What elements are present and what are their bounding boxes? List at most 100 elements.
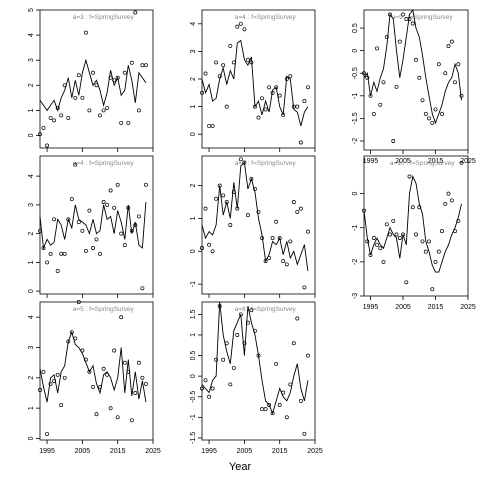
panel-frame [201,301,316,441]
data-point [136,214,141,219]
y-tick-label: 1 [28,260,35,264]
data-point [371,111,376,116]
data-point [94,237,99,242]
y-tick-label: -0.5 [352,67,359,79]
data-point [214,357,219,362]
data-point [94,83,99,88]
fitted-line [201,39,309,127]
x-tick-label: 1995 [363,158,379,165]
data-point [446,191,451,196]
panel-strip-label: a=4 : f=SpringSurvey [73,160,135,167]
data-point [443,201,448,206]
data-point [449,198,454,203]
data-point [221,357,226,362]
data-point [427,116,431,121]
data-point [381,80,386,85]
data-point [449,39,454,44]
y-tick-label: 2 [190,184,197,188]
data-point [231,365,236,370]
y-tick-label: -0.5 [190,391,197,403]
fitted-line [39,330,147,403]
data-point [381,259,386,264]
panel-frame [201,155,316,295]
y-tick-label: 2 [28,83,35,87]
panel-frame [39,301,154,441]
data-point [210,249,215,254]
data-point [453,80,457,85]
data-point [200,246,204,250]
data-point [108,75,113,80]
y-tick-label: 4 [28,315,35,319]
data-point [281,390,286,395]
data-point [420,98,425,103]
data-point [55,105,60,110]
data-point [295,209,300,214]
y-tick-label: 4 [28,33,35,37]
data-point [41,246,46,250]
data-point [112,78,117,83]
data-point [440,111,444,116]
fitted-line [39,201,147,250]
data-point [80,95,85,100]
data-point [414,57,418,62]
data-point [267,255,272,260]
data-point [203,206,208,211]
y-tick-label: 0 [28,133,35,137]
panels-group: a=3 : f=SpringSurvey 0 1 2 3 4 5 a=4 : f=Spring… [28,8,476,455]
data-point [362,208,366,213]
data-point [119,120,124,125]
data-point [256,353,261,358]
x-tick-label: 2015 [428,304,444,311]
data-point [456,62,461,67]
data-point [368,253,373,257]
data-point [221,193,226,198]
data-point [73,95,78,100]
y-tick-label: 0 [352,49,359,53]
data-point [112,348,117,353]
data-point [203,378,208,383]
data-point [76,220,81,225]
y-tick-label: 1 [190,216,197,220]
data-point [284,415,289,420]
data-point [80,228,85,233]
data-point [136,108,141,113]
data-point [235,24,240,29]
data-point [365,75,370,80]
data-point [126,369,131,374]
data-point [281,112,286,117]
data-point [62,83,67,88]
data-point [52,217,57,222]
data-point [207,394,212,399]
y-tick-label: 0 [190,374,197,378]
data-point [410,21,415,26]
x-tick-label: 2025 [460,304,476,311]
data-point [235,206,240,211]
fitted-line [39,58,147,112]
data-point [302,99,307,104]
data-point [238,312,243,317]
data-point [394,232,399,237]
data-point [302,285,307,290]
data-point [263,407,268,412]
y-tick-label: -1 [352,224,359,230]
panel-strip-label: a=7 : f=SpringSurvey [235,160,297,167]
data-point [45,143,50,148]
data-point [249,308,254,313]
data-point [263,259,268,264]
data-point [277,93,282,98]
data-point [119,315,124,320]
data-point [76,300,81,304]
data-point [231,190,236,195]
data-point [83,30,88,35]
data-point [48,115,53,120]
data-point [394,84,399,89]
data-point [115,75,120,80]
data-point [133,10,138,15]
data-point [228,43,233,48]
data-point [410,205,415,210]
data-point [401,232,405,237]
data-point [407,17,412,21]
panel-strip-label: a=5 : f=SpringSurvey [73,306,135,313]
data-point [305,353,310,358]
data-point [456,218,461,223]
